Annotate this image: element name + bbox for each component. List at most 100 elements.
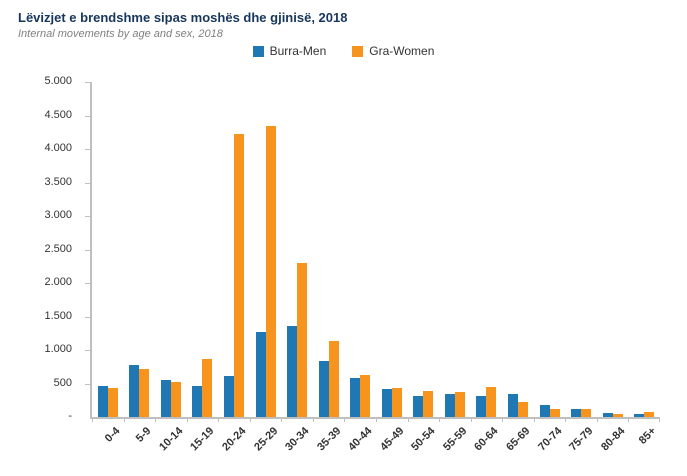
y-axis-tick-label: 2.000: [44, 276, 72, 288]
bar-gra-women-65-69: [517, 401, 528, 417]
y-axis-tick-mark: [85, 249, 90, 251]
bar-burra-men-75-79: [571, 409, 582, 417]
bar-gra-women-70-74: [549, 408, 560, 417]
bar-group-35-39: [313, 341, 345, 417]
bar-group-85+: [628, 412, 660, 417]
y-axis-tick-label: 2.500: [44, 242, 72, 255]
bar-gra-women-15-19: [202, 359, 213, 417]
bar-gra-women-30-34: [297, 262, 308, 417]
women-series-swatch-icon: [352, 45, 364, 57]
legend-label-men: Burra-Men: [269, 44, 327, 58]
bar-gra-women-55-59: [454, 391, 465, 417]
y-axis-tick-mark: [85, 383, 90, 385]
x-axis-tick-mark: [502, 417, 504, 422]
bar-gra-women-40-44: [360, 374, 371, 417]
x-axis-tick-mark: [344, 417, 346, 422]
y-axis-tick-label: 500: [53, 376, 72, 389]
bar-gra-women-10-14: [170, 381, 181, 417]
legend-item-men: Burra-Men: [252, 44, 327, 58]
legend-item-women: Gra-Women: [352, 44, 434, 58]
bar-group-45-49: [376, 387, 408, 417]
bar-burra-men-55-59: [444, 393, 455, 417]
x-axis-tick-mark: [470, 417, 472, 422]
bar-burra-men-85+: [634, 414, 645, 417]
legend-label-women: Gra-Women: [369, 44, 435, 58]
y-axis-tick-mark: [85, 283, 90, 284]
bar-group-65-69: [502, 394, 534, 417]
x-axis-tick-mark: [533, 417, 535, 422]
x-axis-tick-mark: [659, 417, 660, 422]
bar-group-15-19: [187, 359, 219, 417]
bar-burra-men-40-44: [350, 378, 361, 417]
bar-burra-men-5-9: [129, 365, 140, 417]
chart-subtitle: Internal movements by age and sex, 2018: [18, 28, 223, 40]
y-axis-tick-mark: [85, 149, 90, 150]
bar-group-30-34: [281, 262, 313, 417]
bar-burra-men-50-54: [413, 395, 424, 417]
bar-group-55-59: [439, 391, 471, 417]
bar-group-20-24: [218, 134, 250, 417]
bar-burra-men-15-19: [192, 386, 203, 417]
chart-title: Lëvizjet e brendshme sipas moshës dhe gj…: [18, 10, 348, 25]
x-axis-tick-mark: [596, 417, 598, 422]
plot-area: 5.000 4.500 4.000 3.500 3.000 2.500 2.000 1.500…: [44, 75, 660, 453]
y-axis-tick-label: 4.000: [44, 142, 72, 154]
bar-burra-men-25-29: [255, 331, 266, 417]
bar-gra-women-80-84: [612, 414, 623, 417]
bar-group-50-54: [408, 390, 440, 417]
men-series-swatch-icon: [252, 45, 264, 57]
bar-burra-men-0-4: [97, 385, 108, 417]
x-axis-tick-mark: [376, 417, 377, 422]
bar-group-60-64: [471, 386, 503, 417]
y-axis-tick-mark: [85, 82, 90, 83]
bar-burra-men-30-34: [287, 325, 298, 417]
bar-group-70-74: [534, 404, 566, 417]
x-axis-tick-mark: [565, 417, 567, 422]
bar-gra-women-50-54: [423, 390, 434, 417]
x-axis-tick-mark: [249, 417, 251, 422]
y-axis-tick-label: 3.000: [44, 209, 72, 221]
y-axis-tick-mark: [85, 316, 90, 318]
x-axis-tick-mark: [186, 417, 188, 422]
x-axis-tick-mark: [312, 417, 314, 422]
bar-gra-women-60-64: [486, 386, 497, 417]
bar-burra-men-10-14: [160, 380, 171, 417]
bar-gra-women-45-49: [391, 387, 402, 417]
bar-group-5-9: [124, 365, 156, 417]
chart-legend: Burra-Men Gra-Women: [0, 44, 687, 58]
bar-burra-men-70-74: [539, 404, 550, 417]
bar-group-75-79: [565, 408, 597, 417]
bar-gra-women-20-24: [233, 134, 244, 417]
bar-burra-men-65-69: [507, 394, 518, 417]
x-axis-tick-mark: [218, 417, 220, 422]
x-axis-tick-mark: [628, 417, 630, 422]
bar-group-40-44: [344, 374, 376, 417]
bar-group-80-84: [597, 412, 629, 417]
x-axis-tick-mark: [281, 417, 283, 422]
x-axis-tick-mark: [92, 417, 93, 422]
bar-gra-women-85+: [644, 412, 655, 417]
y-axis-tick-label: 1.000: [44, 343, 72, 355]
x-axis-tick-mark: [439, 417, 441, 422]
y-axis-tick-label: 3.500: [44, 175, 72, 188]
bar-group-25-29: [250, 125, 282, 417]
bar-burra-men-20-24: [223, 376, 234, 417]
y-axis-tick-mark: [85, 350, 90, 351]
x-axis-tick-mark: [123, 417, 125, 422]
bar-burra-men-35-39: [318, 360, 329, 417]
bar-burra-men-60-64: [476, 396, 487, 417]
y-axis-tick-label: 4.500: [44, 108, 72, 121]
bar-group-0-4: [92, 385, 124, 417]
y-axis-tick-label: 5.000: [44, 75, 72, 87]
y-axis-tick-label: -: [68, 410, 72, 422]
bar-group-10-14: [155, 380, 187, 417]
y-axis-tick-mark: [85, 216, 90, 217]
bar-gra-women-35-39: [328, 341, 339, 417]
bar-burra-men-80-84: [602, 412, 613, 417]
bar-gra-women-25-29: [265, 125, 276, 417]
bar-gra-women-5-9: [139, 369, 150, 417]
bar-burra-men-45-49: [381, 388, 392, 417]
x-axis-tick-mark: [155, 417, 157, 422]
y-axis-tick-label: 1.500: [44, 309, 72, 322]
